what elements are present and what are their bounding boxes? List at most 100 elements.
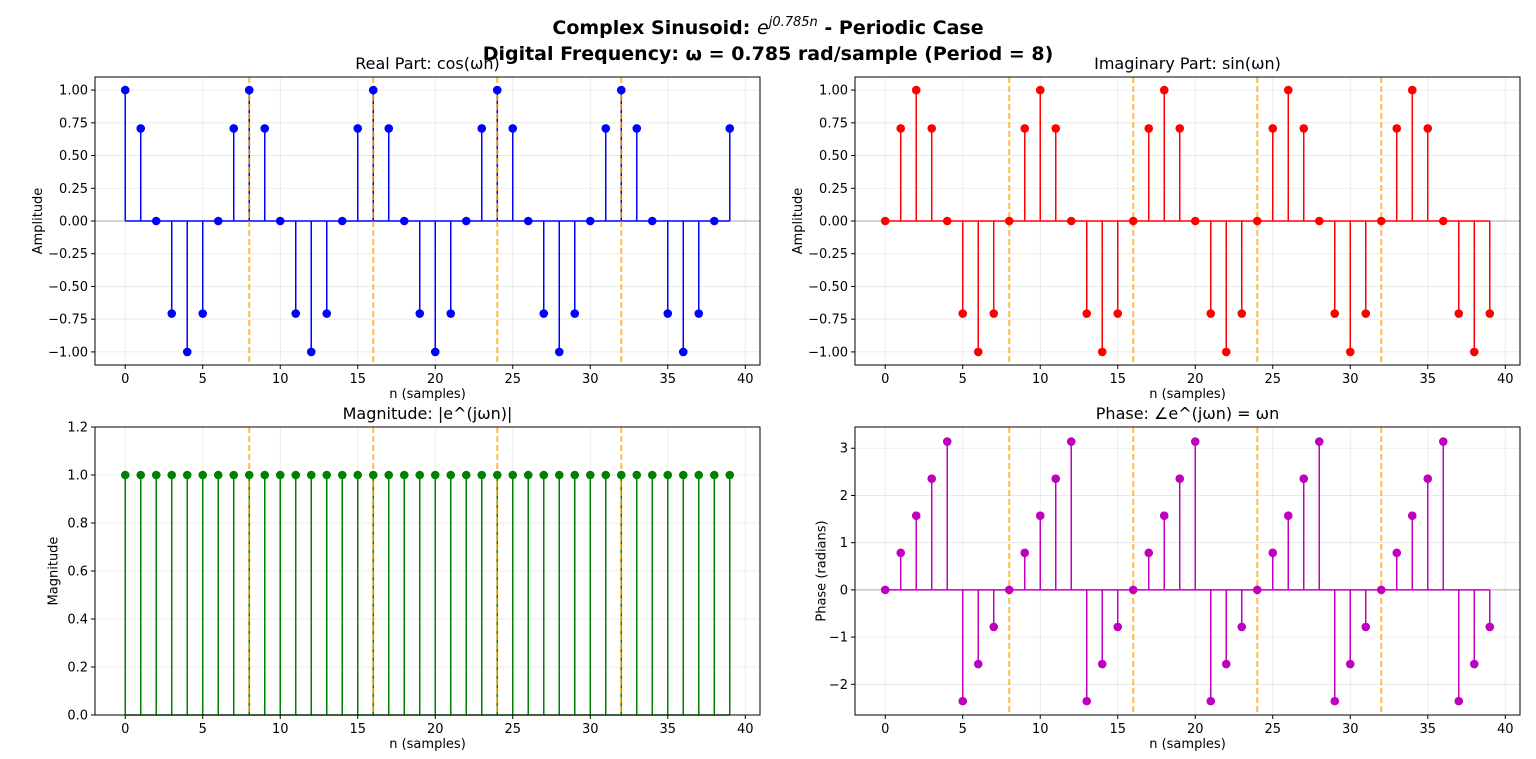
mag-point-21: [446, 470, 456, 480]
imag-xtick-label-3: 15: [1109, 372, 1126, 387]
real-point-6: [213, 216, 223, 226]
real-xtick-label-6: 30: [582, 372, 599, 387]
imag-xtick-label-5: 25: [1264, 372, 1281, 387]
mag-ytick-label-3: 0.6: [67, 565, 88, 580]
imag-ytick-label-0: −1.00: [808, 345, 848, 360]
figure-title-line2: Digital Frequency: ω = 0.785 rad/sample …: [483, 43, 1054, 65]
imag-xtick-label-1: 5: [959, 372, 967, 387]
real-ytick-label-8: 1.00: [59, 84, 88, 99]
title-suffix: - Periodic Case: [818, 17, 984, 39]
imag-point-15: [1113, 309, 1123, 318]
imag-point-2: [911, 85, 921, 95]
real-point-38: [709, 216, 719, 226]
phase-xtick-label-4: 20: [1187, 722, 1204, 737]
imag-xtick-label-8: 40: [1497, 372, 1514, 387]
mag-point-6: [213, 470, 223, 480]
mag-point-37: [694, 470, 704, 480]
phase-ytick-label-5: 3: [840, 442, 848, 457]
mag-xtick-label-2: 10: [272, 722, 289, 737]
real-xtick-label-5: 25: [504, 372, 521, 387]
phase-point-39: [1485, 622, 1495, 632]
mag-point-17: [384, 470, 394, 480]
title-exponent: j0.785n: [767, 15, 818, 30]
real-point-29: [570, 309, 580, 318]
phase-point-7: [989, 622, 999, 632]
imag-point-25: [1268, 124, 1278, 133]
phase-ylabel: Phase (radians): [814, 520, 829, 621]
phase-point-14: [1097, 659, 1107, 669]
phase-xtick-label-3: 15: [1109, 722, 1126, 737]
real-ytick-label-6: 0.50: [59, 149, 88, 164]
real-point-22: [461, 216, 471, 226]
real-point-8: [244, 85, 254, 95]
real-ytick-label-7: 0.75: [59, 116, 88, 131]
real-point-28: [554, 347, 564, 357]
phase-point-15: [1113, 622, 1123, 632]
imag-point-23: [1237, 309, 1247, 318]
mag-point-4: [182, 470, 192, 480]
phase-point-36: [1438, 437, 1448, 446]
phase-point-16: [1128, 585, 1138, 595]
mag-point-1: [136, 470, 146, 480]
imag-title: Imaginary Part: sin(ωn): [1094, 54, 1281, 73]
imag-ylabel: Amplitude: [791, 188, 806, 255]
imag-point-22: [1221, 347, 1231, 357]
phase-xtick-label-6: 30: [1342, 722, 1359, 737]
imag-ytick-label-6: 0.50: [819, 149, 848, 164]
phase-frame: [854, 426, 1521, 716]
phase-xtick-label-1: 5: [959, 722, 967, 737]
phase-point-10: [1035, 511, 1045, 521]
real-point-21: [446, 309, 456, 318]
mag-point-33: [632, 470, 642, 480]
phase-ytick-label-2: 0: [840, 583, 848, 598]
mag-point-15: [353, 470, 363, 480]
mag-xtick-label-6: 30: [582, 722, 599, 737]
mag-ytick-label-6: 1.2: [67, 421, 88, 436]
real-point-30: [585, 216, 595, 226]
imag-point-3: [927, 124, 937, 133]
mag-xtick-label-5: 25: [504, 722, 521, 737]
imag-point-12: [1066, 216, 1076, 226]
imag-point-20: [1190, 216, 1200, 226]
phase-point-3: [927, 474, 937, 483]
phase-point-17: [1144, 548, 1154, 558]
imag-point-18: [1159, 85, 1169, 95]
phase-point-18: [1159, 511, 1169, 521]
phase-point-19: [1175, 474, 1185, 483]
mag-ytick-label-4: 0.8: [67, 517, 88, 532]
phase-point-33: [1392, 548, 1402, 558]
real-ytick-label-1: −0.75: [48, 313, 88, 328]
real-point-0: [120, 85, 130, 95]
phase-point-28: [1314, 437, 1324, 446]
real-xtick-label-7: 35: [659, 372, 676, 387]
imag-point-30: [1345, 347, 1355, 357]
imag-ytick-label-7: 0.75: [819, 116, 848, 131]
real-point-14: [337, 216, 347, 226]
phase-point-22: [1221, 659, 1231, 669]
imag-point-26: [1283, 85, 1293, 95]
real-point-32: [616, 85, 626, 95]
phase-ytick-label-4: 2: [840, 489, 848, 504]
imag-point-5: [958, 309, 968, 318]
mag-ytick-label-5: 1.0: [67, 469, 88, 484]
mag-point-36: [678, 470, 688, 480]
real-point-34: [647, 216, 657, 226]
imag-point-28: [1314, 216, 1324, 226]
imag-point-8: [1004, 216, 1014, 226]
real-point-23: [477, 124, 487, 133]
real-point-4: [182, 347, 192, 357]
phase-point-8: [1004, 585, 1014, 595]
mag-point-11: [291, 470, 301, 480]
imag-point-16: [1128, 216, 1138, 226]
imag-point-38: [1469, 347, 1479, 357]
phase-point-25: [1268, 548, 1278, 558]
mag-point-34: [647, 470, 657, 480]
mag-point-35: [663, 470, 673, 480]
mag-point-27: [539, 470, 549, 480]
imag-point-29: [1330, 309, 1340, 318]
mag-xtick-label-7: 35: [659, 722, 676, 737]
imag-ytick-label-1: −0.75: [808, 313, 848, 328]
mag-ytick-label-0: 0.0: [67, 709, 88, 724]
mag-xtick-label-0: 0: [121, 722, 129, 737]
